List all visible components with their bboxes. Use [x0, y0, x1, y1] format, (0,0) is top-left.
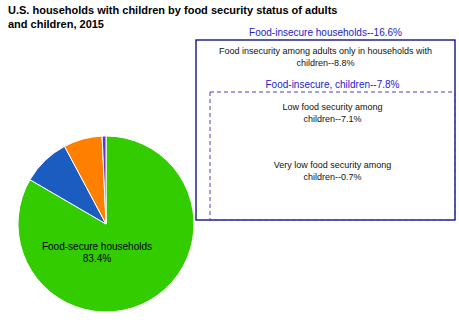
inner-box [210, 92, 455, 220]
outer-box [196, 40, 455, 220]
pie-slice [65, 136, 106, 224]
slice-label: Food-secure households83.4% [42, 241, 152, 264]
slice-label-line: 83.4% [83, 253, 111, 264]
box-text-line: children--8.8% [296, 58, 354, 68]
chart-container: U.S. households with children by food se… [0, 0, 459, 335]
slice-label-line: Food-secure households [42, 241, 152, 252]
pie-slice [18, 136, 194, 312]
box-text-line: Low food security among [282, 102, 382, 112]
box-text: Food insecurity among adults only in hou… [219, 46, 432, 68]
box-text-line: Very low food security among [274, 160, 392, 170]
box-text: Low food security among children--7.1% [282, 102, 382, 124]
box-text-line: children--7.1% [303, 114, 361, 124]
box-heading: Food-insecure households--16.6% [249, 27, 402, 38]
pie [18, 136, 194, 312]
box-heading: Food-insecure, children--7.8% [266, 79, 400, 90]
title-line: U.S. households with children by food se… [8, 4, 337, 16]
box-text-line: Food insecurity among adults only in hou… [219, 46, 432, 56]
title-line: and children, 2015 [8, 18, 104, 30]
chart: U.S. households with children by food se… [0, 0, 459, 335]
box-text-line: children--0.7% [303, 172, 361, 182]
box-heading-line: Food-insecure households--16.6% [249, 27, 402, 38]
box-heading-line: Food-insecure, children--7.8% [266, 79, 400, 90]
pie-slice [102, 136, 106, 224]
box-text: Very low food security among children--0.… [274, 160, 392, 182]
